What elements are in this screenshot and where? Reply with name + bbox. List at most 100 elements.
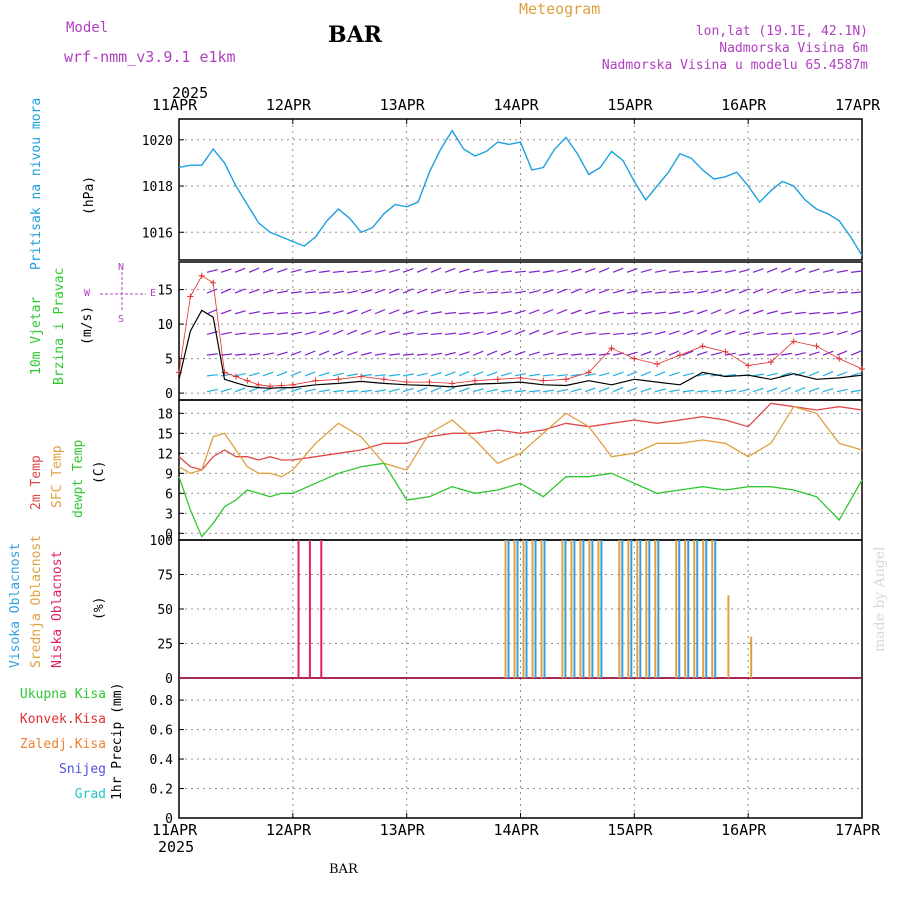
wind-barb	[234, 373, 246, 377]
wind-barb	[514, 350, 526, 356]
temp-ytick-label: 12	[157, 447, 173, 462]
wind-barb	[682, 389, 694, 393]
wind-barb	[430, 386, 442, 393]
compass-cross	[100, 272, 146, 312]
wind-barb	[248, 386, 260, 393]
wind-ytick-label: 10	[157, 318, 173, 333]
wind-barb	[738, 388, 750, 393]
pressure-line	[178, 129, 863, 256]
x-tick-label: 15APR	[607, 96, 653, 114]
wind-barb	[808, 371, 820, 377]
wind-barb	[626, 387, 638, 393]
wind-barb	[640, 387, 652, 393]
x-tick-label: 11APR	[152, 821, 198, 839]
wind-barb	[696, 390, 708, 393]
wind-barb	[486, 330, 498, 336]
cloud-ytick-label: 100	[150, 534, 173, 549]
wind-barb	[248, 332, 260, 336]
wind-barb	[486, 311, 498, 315]
wind-barb	[542, 289, 554, 294]
wind-barb	[836, 311, 848, 315]
cloud-ytick-label: 50	[157, 603, 173, 618]
wind-barb	[766, 310, 778, 315]
wind-barb	[262, 267, 274, 273]
wind-barb	[346, 390, 358, 393]
wind-barb	[486, 350, 498, 356]
wind-barb	[738, 309, 750, 315]
wind-barb	[402, 309, 414, 315]
wind-barb	[444, 267, 456, 273]
wind-barb	[780, 352, 792, 356]
wind-barb	[444, 386, 456, 393]
cloud-ytick-label: 0	[165, 672, 173, 687]
chart-title: Meteogram	[519, 0, 601, 18]
wind-barb	[444, 371, 456, 377]
wind-barb	[234, 310, 246, 315]
wind-barb	[584, 373, 596, 377]
wind-barb	[206, 269, 218, 273]
wind-barb	[220, 331, 232, 336]
wind-barb	[794, 332, 806, 336]
wind-barb	[654, 388, 666, 393]
wind-barb	[654, 269, 666, 273]
wind-barb	[402, 373, 414, 377]
wind-barb	[276, 290, 288, 294]
wind-barb	[304, 269, 316, 273]
wind-barb	[654, 371, 666, 377]
wind-barb	[304, 291, 316, 294]
wind-barb	[500, 372, 512, 377]
x-tick-label: 17APR	[835, 821, 881, 839]
wind-barb	[766, 267, 778, 273]
wind-barb	[360, 374, 372, 377]
wind-barb	[388, 373, 400, 377]
wind-barb	[794, 386, 806, 393]
wind-barb	[276, 268, 288, 273]
precip-ytick-label: 0.2	[150, 783, 173, 798]
wind-barb	[416, 267, 428, 273]
wind-barb	[234, 387, 246, 393]
wind-barb	[276, 387, 288, 393]
temp-ytick-label: 18	[157, 407, 173, 422]
wind-barb	[668, 371, 680, 377]
wind-barb	[640, 371, 652, 377]
wind-barb	[304, 388, 316, 393]
wind-barb	[738, 288, 750, 294]
wind-barb	[248, 288, 260, 294]
wind-barb	[402, 332, 414, 336]
wind-barb	[654, 311, 666, 315]
wind-barb	[458, 290, 470, 294]
wind-barb	[654, 350, 666, 356]
wind-barb	[710, 389, 722, 393]
wind-barb	[486, 371, 498, 377]
wind-barb	[794, 311, 806, 315]
x-tick-label: 12APR	[265, 821, 311, 839]
wind-barb	[780, 267, 792, 273]
wind-barb	[584, 267, 596, 273]
wind-barb	[626, 290, 638, 294]
wind-barb	[262, 371, 274, 377]
wind-barb	[374, 269, 386, 273]
wind-barb	[262, 289, 274, 294]
wind-barb	[570, 288, 582, 294]
compass-w: W	[84, 288, 91, 299]
wind-barb	[416, 353, 428, 356]
compass-n: N	[118, 262, 125, 273]
wind-barb	[850, 350, 862, 356]
wind-barb	[528, 373, 540, 377]
wind-barb	[458, 332, 470, 336]
wind-barb	[752, 288, 764, 294]
wind-barb	[318, 350, 330, 356]
wind-barb	[332, 329, 344, 336]
wind-gust-line	[178, 275, 863, 387]
wind-barb	[206, 374, 218, 377]
wind-barb	[500, 310, 512, 315]
x-tick-label: 16APR	[721, 96, 767, 114]
wind-barb	[850, 310, 862, 315]
wind-barb	[346, 373, 358, 377]
wind-barb	[724, 389, 736, 393]
wind-barb	[822, 350, 834, 356]
wind-barb	[318, 291, 330, 294]
wind-barb	[248, 353, 260, 356]
wind-barb	[276, 332, 288, 336]
wind-barb	[822, 269, 834, 273]
